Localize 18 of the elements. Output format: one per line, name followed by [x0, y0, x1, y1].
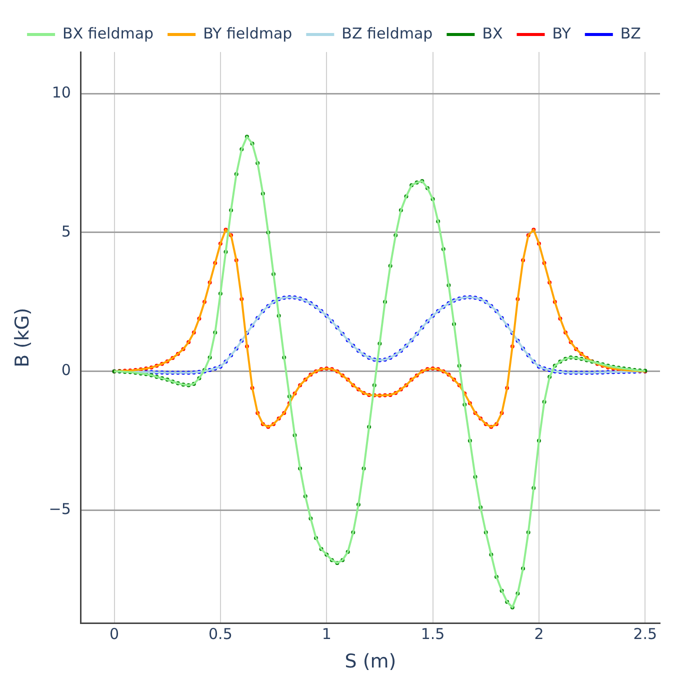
legend-label: BX [482, 24, 503, 42]
legend-label: BZ [620, 24, 641, 42]
y-tick-label: −5 [48, 500, 71, 518]
y-tick-label: 0 [61, 361, 71, 380]
x-tick-label: 0.5 [208, 625, 232, 644]
y-tick-label: 10 [52, 84, 71, 102]
legend-label: BY fieldmap [203, 24, 292, 42]
legend-label: BZ fieldmap [342, 24, 433, 42]
x-tick-label: 2 [534, 625, 544, 644]
legend-label: BY [552, 24, 572, 42]
legend-label: BX fieldmap [62, 24, 154, 42]
x-tick-label: 1.5 [420, 625, 445, 644]
x-tick-label: 0 [109, 625, 120, 644]
x-tick-label: 1 [322, 625, 332, 644]
x-axis-title: S (m) [344, 650, 396, 673]
y-tick-label: 5 [61, 222, 71, 240]
y-axis-title: B (kG) [11, 308, 34, 368]
x-tick-label: 2.5 [633, 625, 658, 644]
